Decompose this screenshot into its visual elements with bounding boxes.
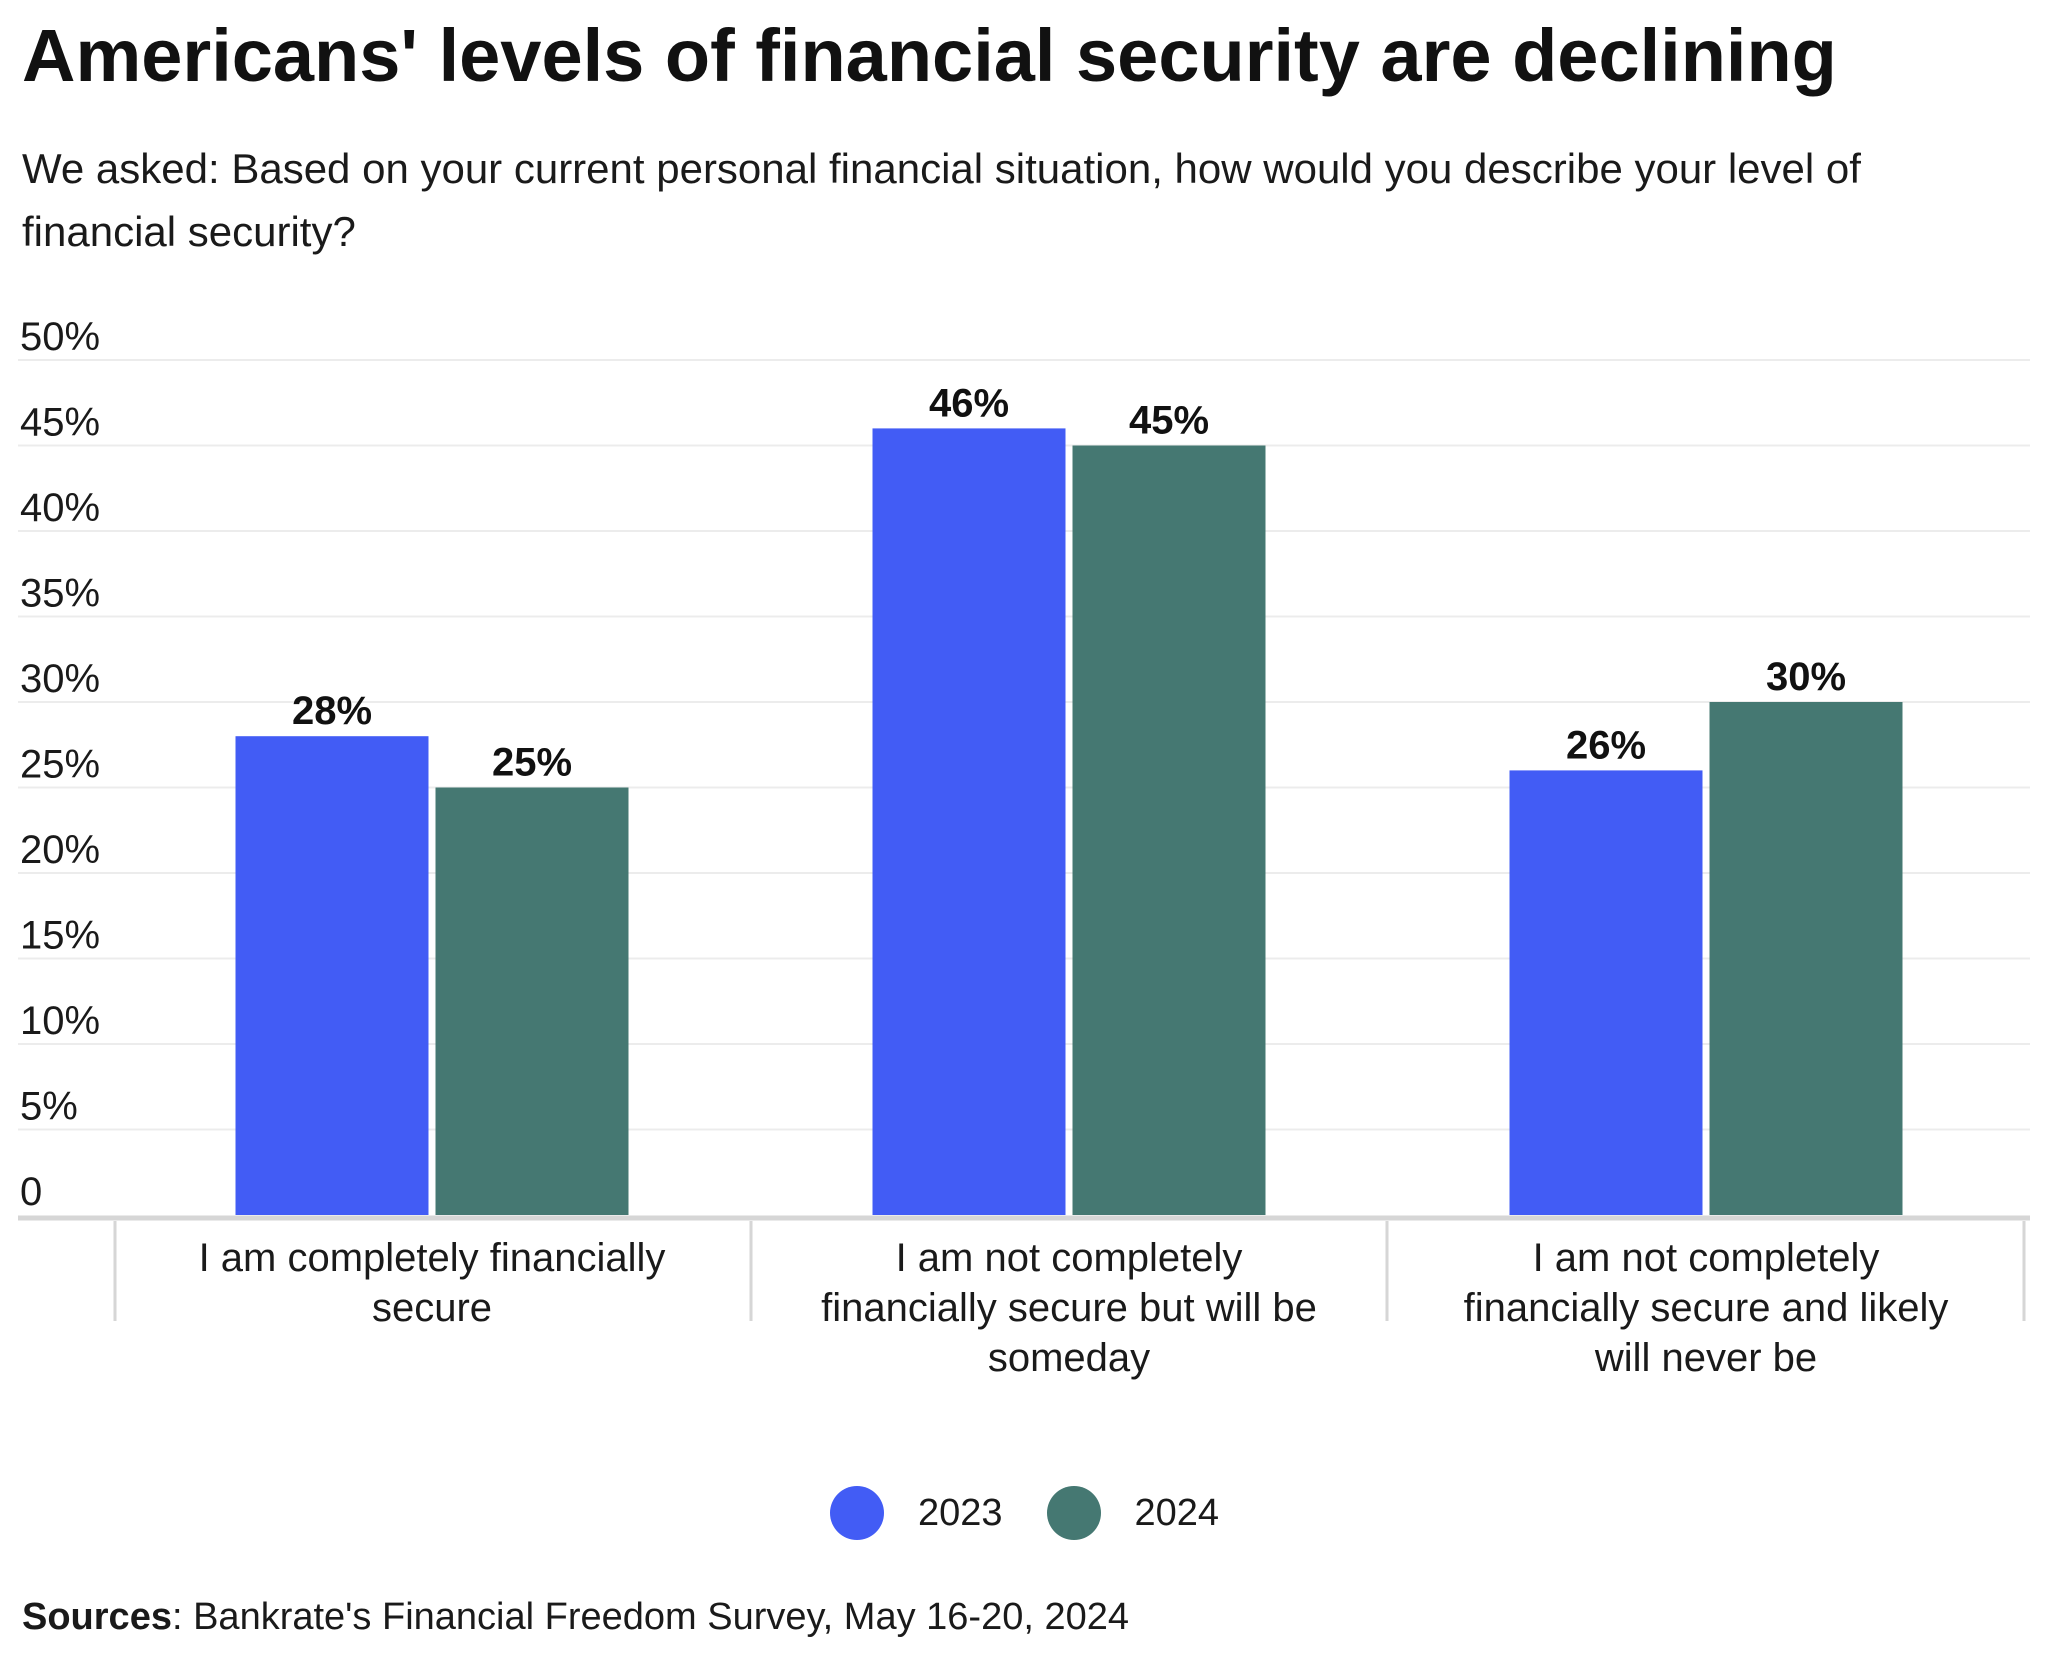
legend-label-2024: 2024	[1134, 1491, 1220, 1534]
bar-2023-1[interactable]	[235, 736, 429, 1215]
legend-swatch-2024	[1046, 1486, 1101, 1540]
bar-2024-2[interactable]	[1072, 445, 1266, 1216]
x-axis	[18, 1215, 2030, 1321]
bar-chart: 0 5% 10% 15% 20% 25% 30% 35% 40% 45% 50% 28% 25% 46%…	[18, 315, 2030, 1380]
legend: 2023 2024	[0, 1478, 2049, 1548]
sources-label: Sources	[22, 1596, 172, 1638]
data-label-2023-3: 26%	[1566, 723, 1646, 767]
y-tick-label: 20%	[20, 828, 100, 872]
bar-2024-1[interactable]	[435, 787, 629, 1216]
category-label-2: I am not completely financially secure bu…	[821, 1236, 1317, 1380]
y-tick-label: 25%	[20, 743, 100, 787]
legend-swatch-2023	[829, 1486, 884, 1540]
category-label-1: I am completely financially secure	[199, 1236, 666, 1330]
data-label-2024-1: 25%	[492, 741, 572, 785]
y-tick-label: 10%	[20, 999, 100, 1043]
y-tick-label: 35%	[20, 572, 100, 616]
y-tick-label: 0	[20, 1170, 42, 1214]
data-label-2023-1: 28%	[292, 689, 372, 733]
legend-item-2023[interactable]: 2023	[829, 1486, 1003, 1540]
category-label-3: I am not completely financially secure an…	[1464, 1236, 1949, 1380]
chart-subtitle: We asked: Based on your current personal…	[22, 145, 1861, 255]
data-label-2024-2: 45%	[1129, 399, 1209, 443]
y-tick-label: 30%	[20, 657, 100, 701]
data-label-2023-2: 46%	[929, 381, 1009, 425]
sources-text: : Bankrate's Financial Freedom Survey, M…	[171, 1596, 1129, 1638]
y-tick-label: 50%	[20, 315, 100, 359]
bar-2024-3[interactable]	[1709, 702, 1903, 1215]
data-label-2024-3: 30%	[1766, 655, 1846, 699]
y-tick-label: 40%	[20, 486, 100, 530]
legend-label-2023: 2023	[917, 1491, 1003, 1534]
bar-2023-3[interactable]	[1509, 770, 1703, 1215]
legend-item-2024[interactable]: 2024	[1046, 1486, 1220, 1540]
data-labels: 28% 25% 46% 45% 26% 30%	[292, 381, 1846, 784]
y-tick-label: 45%	[20, 401, 100, 445]
bars	[235, 428, 1903, 1216]
y-axis-ticks: 0 5% 10% 15% 20% 25% 30% 35% 40% 45% 50%	[20, 315, 100, 1214]
y-tick-label: 15%	[20, 914, 100, 958]
bar-2023-2[interactable]	[872, 428, 1066, 1215]
chart-title: Americans' levels of financial security …	[22, 14, 1837, 97]
category-labels: I am completely financially secure I am no…	[199, 1236, 1949, 1380]
sources-note: Sources: Bankrate's Financial Freedom Su…	[22, 1594, 1129, 1640]
y-tick-label: 5%	[20, 1085, 78, 1129]
